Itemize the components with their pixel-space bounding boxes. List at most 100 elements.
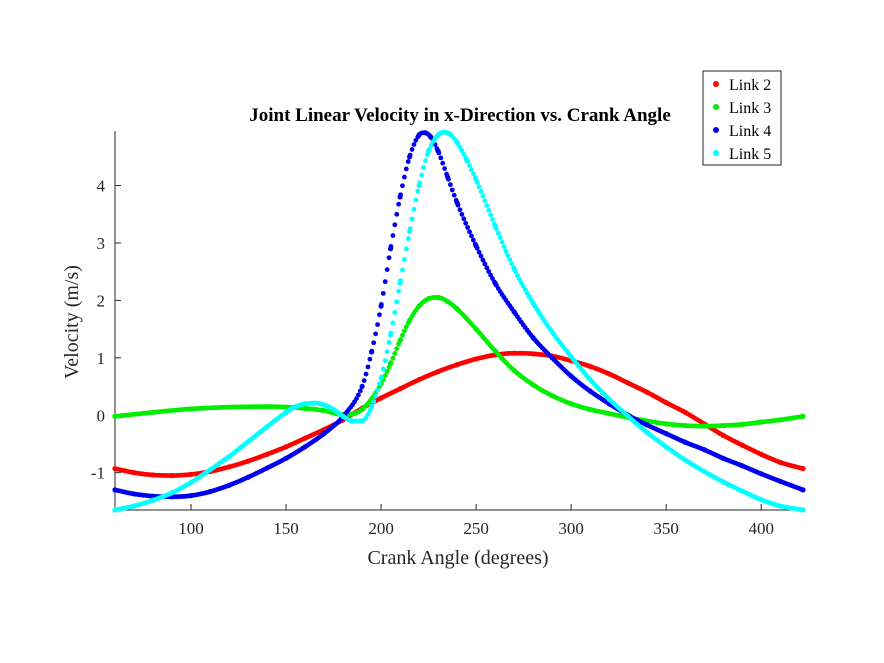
- legend-label: Link 3: [729, 100, 771, 117]
- series-marker: [459, 211, 465, 217]
- series-marker: [515, 273, 520, 278]
- data-point: [311, 400, 318, 406]
- data-point: [359, 406, 365, 413]
- series-marker: [470, 171, 476, 177]
- data-point: [454, 362, 460, 368]
- data-point: [207, 489, 213, 495]
- series-marker: [377, 381, 382, 387]
- data-point: [169, 490, 175, 496]
- data-point: [587, 363, 593, 370]
- data-point: [368, 349, 375, 355]
- series-marker: [403, 246, 409, 252]
- data-point: [606, 371, 612, 377]
- series-marker: [394, 299, 400, 305]
- series-marker: [363, 371, 369, 377]
- y-axis-label: Velocity (m/s): [61, 265, 83, 379]
- series-marker: [392, 351, 398, 356]
- data-point: [587, 406, 593, 413]
- data-point: [644, 389, 650, 395]
- data-point: [663, 444, 669, 450]
- data-point: [397, 338, 403, 344]
- series-marker: [507, 257, 513, 263]
- series-marker: [415, 188, 421, 194]
- data-point: [435, 148, 441, 154]
- series-marker: [373, 331, 379, 337]
- data-point: [777, 417, 783, 423]
- data-point: [435, 132, 441, 138]
- series-marker: [384, 349, 390, 355]
- data-point: [283, 409, 289, 415]
- data-point: [378, 395, 384, 401]
- series-marker: [469, 167, 474, 173]
- data-point: [321, 431, 327, 437]
- series-marker: [423, 158, 428, 164]
- data-point: [416, 132, 422, 138]
- data-point: [800, 413, 806, 419]
- data-point: [473, 243, 479, 249]
- data-point: [416, 182, 422, 189]
- series-marker: [465, 225, 471, 230]
- y-tick-label: 3: [97, 234, 106, 253]
- data-point: [131, 491, 137, 497]
- data-point: [473, 177, 479, 183]
- data-point: [644, 422, 650, 428]
- series-marker: [405, 236, 411, 242]
- data-point: [663, 431, 669, 437]
- series-marker: [505, 253, 511, 258]
- data-point: [549, 329, 555, 335]
- legend-marker: [713, 127, 719, 133]
- series-marker: [394, 346, 400, 352]
- series-marker: [390, 320, 396, 326]
- data-point: [188, 471, 194, 477]
- series-marker: [461, 151, 467, 157]
- axes: 100 150 200 250 300 350 400 -1 0 1 2 3 4: [91, 131, 803, 538]
- series-marker: [409, 216, 415, 222]
- series-marker: [442, 166, 448, 172]
- series-marker: [497, 235, 503, 241]
- data-point: [568, 354, 574, 360]
- series-marker: [392, 222, 398, 228]
- series-marker: [501, 244, 507, 250]
- data-point: [226, 482, 232, 488]
- series-marker: [390, 355, 396, 361]
- data-point: [530, 335, 536, 341]
- data-point: [321, 408, 327, 414]
- data-point: [150, 472, 156, 478]
- series-marker: [469, 233, 474, 239]
- data-point: [207, 467, 213, 473]
- series-marker: [470, 237, 476, 243]
- legend-label: Link 2: [729, 77, 771, 94]
- series-marker: [401, 328, 407, 334]
- series-marker: [403, 166, 409, 172]
- data-point: [606, 410, 612, 417]
- data-point: [349, 418, 356, 424]
- series-marker: [375, 387, 380, 393]
- data-point: [150, 497, 156, 503]
- series-marker: [375, 322, 380, 327]
- series-marker: [459, 148, 465, 153]
- data-point: [606, 396, 612, 402]
- series-marker: [486, 207, 492, 213]
- data-point: [492, 223, 498, 229]
- series-marker: [400, 183, 405, 189]
- series-marker: [400, 267, 405, 273]
- series-marker: [392, 310, 398, 315]
- series-marker: [503, 248, 509, 254]
- data-point: [425, 148, 432, 154]
- data-point: [549, 393, 555, 399]
- series-marker: [478, 189, 484, 194]
- series-marker: [405, 159, 411, 164]
- series-marker: [396, 288, 402, 294]
- x-tick-label: 150: [273, 519, 299, 538]
- series-marker: [478, 253, 484, 259]
- data-point: [473, 356, 479, 362]
- data-point: [330, 406, 337, 413]
- data-point: [473, 326, 479, 332]
- data-point: [682, 439, 688, 445]
- series-marker: [484, 265, 490, 271]
- data-point: [739, 488, 745, 494]
- data-point: [758, 419, 764, 425]
- x-tick-label: 200: [368, 519, 394, 538]
- data-point: [777, 459, 783, 465]
